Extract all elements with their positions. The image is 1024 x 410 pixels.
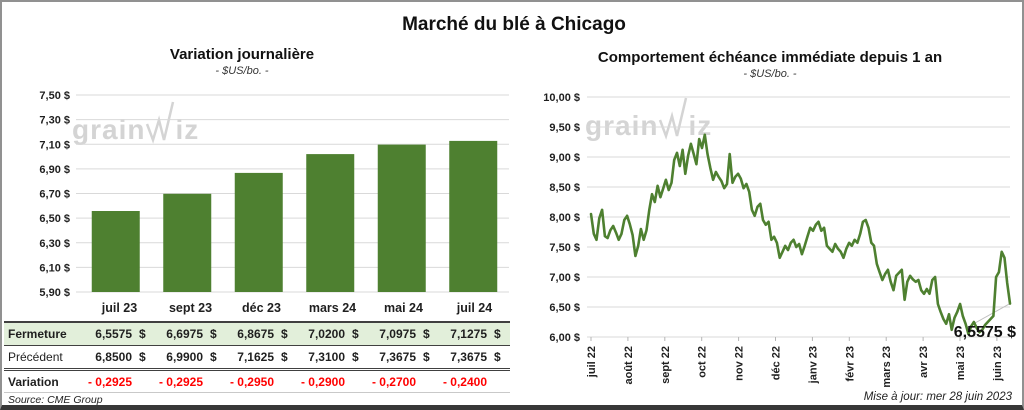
table-cell: 6,8675 $ — [237, 327, 288, 341]
table-cell: 7,1275 $ — [450, 327, 501, 341]
y-axis-tick-label: 6,50 $ — [39, 213, 70, 225]
table-cell: - 0,2925 — [87, 374, 132, 389]
table-cell: 7,3675 $ — [379, 350, 430, 364]
bar — [163, 193, 212, 292]
table-cell: 7,0200 $ — [308, 327, 359, 341]
y-axis-tick-label: 6,30 $ — [39, 238, 70, 250]
x-axis-tick-label: nov 22 — [734, 346, 746, 381]
line-chart: 6,00 $ 6,50 $ 7,00 $ 7,50 $ 8,00 $ 8,50 $ 9,00… — [543, 92, 1016, 388]
x-axis-tick-label: oct 22 — [697, 346, 709, 378]
column-header: mars 24 — [308, 301, 357, 315]
update-date-label: Mise à jour: mer 28 juin 2023 — [863, 391, 1012, 403]
x-axis-tick-label: sept 22 — [660, 346, 672, 384]
x-axis-tick-label: juin 23 — [992, 346, 1004, 382]
y-axis-tick-label: 6,00 $ — [549, 332, 580, 344]
table-cell: 7,3675 $ — [450, 350, 501, 364]
table-cell: 6,6975 $ — [166, 327, 217, 341]
table-row-previous: Précédent 6,8500 $ 6,9900 $ 7,1625 $ 7,3100 $ 7,3… — [4, 346, 510, 371]
table-cell: - 0,2900 — [300, 374, 345, 389]
table-cell: - 0,2700 — [371, 374, 416, 389]
bar — [449, 140, 498, 292]
y-axis-tick-label: 10,00 $ — [543, 92, 580, 104]
y-axis-tick-label: 7,50 $ — [549, 242, 580, 254]
table-cell: - 0,2925 — [158, 374, 203, 389]
x-axis-tick-label: août 22 — [623, 346, 635, 385]
source-label: Source: CME Group — [8, 394, 103, 406]
row-label: Fermeture — [8, 327, 67, 341]
column-header: mai 24 — [384, 301, 423, 315]
y-axis-tick-label: 6,90 $ — [39, 164, 70, 176]
y-axis-tick-label: 7,10 $ — [39, 139, 70, 151]
column-header: juil 23 — [101, 301, 138, 315]
bar — [234, 172, 283, 292]
y-axis-tick-label: 8,00 $ — [549, 212, 580, 224]
table-cell: 6,8500 $ — [95, 350, 146, 364]
bar — [377, 144, 426, 292]
y-axis-tick-label: 7,50 $ — [39, 90, 70, 102]
bar-chart: 5,90 $ 6,10 $ 6,30 $ 6,50 $ 6,70 $ 6,90 $ 7,10… — [39, 90, 509, 299]
x-axis-tick-label: févr 23 — [844, 346, 856, 381]
last-value-annotation: 6,5575 $ — [954, 324, 1016, 341]
x-axis-tick-label: mars 23 — [881, 346, 893, 388]
table-cell: 7,3100 $ — [308, 350, 359, 364]
page-title: Marché du blé à Chicago — [402, 14, 626, 35]
y-axis-tick-label: 6,50 $ — [549, 302, 580, 314]
y-axis-tick-label: 8,50 $ — [549, 182, 580, 194]
column-header: juil 24 — [456, 301, 493, 315]
x-axis-tick-label: déc 22 — [771, 346, 783, 380]
table-cell: 6,9900 $ — [166, 350, 217, 364]
row-label: Précédent — [8, 350, 63, 364]
x-axis-tick-label: avr 23 — [918, 346, 930, 378]
table-row-close: Fermeture 6,5575 $ 6,6975 $ 6,8675 $ 7,0200 $ 7,0… — [4, 321, 510, 346]
price-table: juil 23 sept 23 déc 23 mars 24 mai 24 juil 24… — [4, 295, 510, 393]
y-axis-tick-label: 9,50 $ — [549, 122, 580, 134]
table-row-variation: Variation - 0,2925 - 0,2925 - 0,2950 - 0,290… — [4, 371, 510, 393]
table-cell: - 0,2950 — [229, 374, 274, 389]
price-line — [589, 133, 1012, 336]
line-chart-title: Comportement échéance immédiate depuis 1… — [597, 49, 943, 66]
table-cell: 7,1625 $ — [237, 350, 288, 364]
line-chart-subtitle: - $US/bo. - — [743, 68, 797, 80]
table-cell: 6,5575 $ — [95, 327, 146, 341]
row-label: Variation — [8, 374, 59, 389]
column-header: déc 23 — [242, 301, 281, 315]
table-cell: 7,0975 $ — [379, 327, 430, 341]
x-axis-tick-label: mai 23 — [955, 346, 967, 380]
y-axis-tick-label: 7,30 $ — [39, 115, 70, 127]
x-axis-tick-label: juil 22 — [586, 346, 598, 378]
y-axis-tick-label: 5,90 $ — [39, 287, 70, 299]
table-header-row: juil 23 sept 23 déc 23 mars 24 mai 24 juil 24 — [4, 295, 510, 321]
y-axis-tick-label: 6,10 $ — [39, 262, 70, 274]
bar — [306, 154, 355, 292]
bar — [91, 211, 140, 292]
column-header: sept 23 — [168, 301, 213, 315]
table-cell: - 0,2400 — [442, 374, 487, 389]
x-axis-tick-label: janv 23 — [807, 346, 819, 384]
y-axis-tick-label: 9,00 $ — [549, 152, 580, 164]
bar-chart-title: Variation journalière — [169, 46, 315, 63]
bar-chart-subtitle: - $US/bo. - — [215, 65, 269, 77]
y-axis-tick-label: 6,70 $ — [39, 189, 70, 201]
y-axis-tick-label: 7,00 $ — [549, 272, 580, 284]
